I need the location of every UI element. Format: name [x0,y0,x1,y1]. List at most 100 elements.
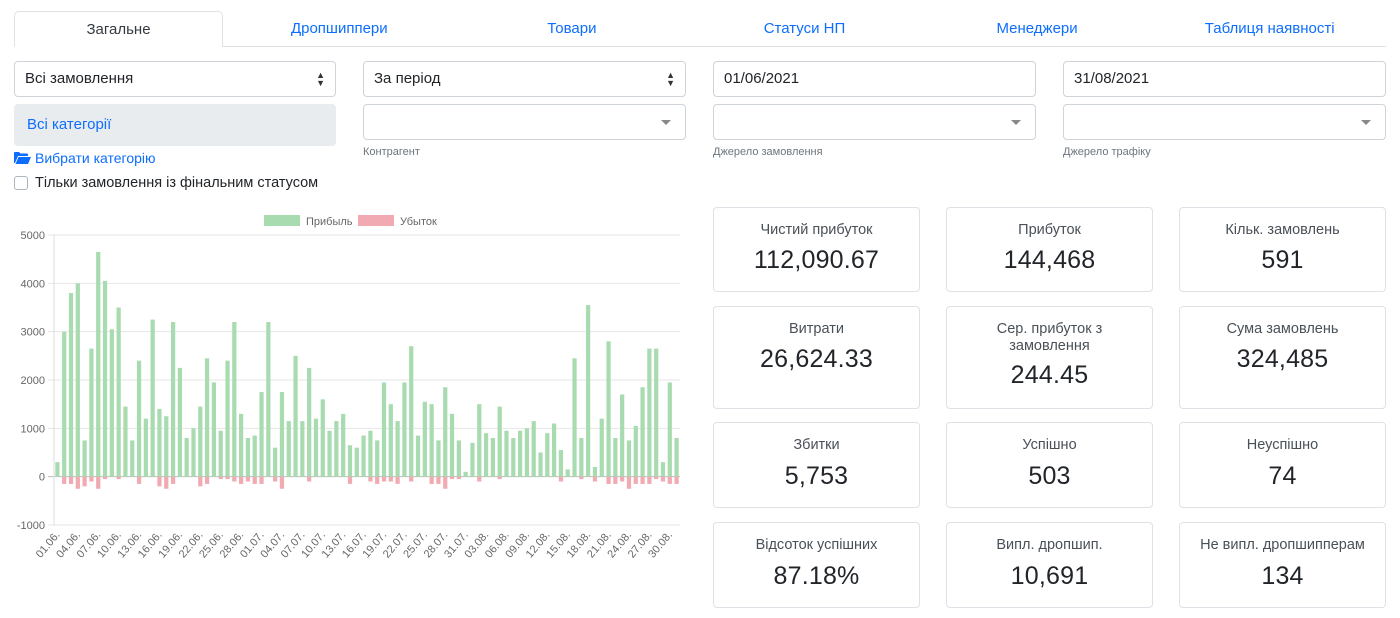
loss-bar [164,476,169,489]
profit-bar [211,382,217,477]
loss-bar [477,476,482,482]
stat-label: Неуспішно [1246,437,1319,453]
stat-label: Кільк. замовлень [1225,222,1340,238]
tab-general[interactable]: Загальне [14,11,223,47]
profit-bar [463,471,468,477]
legend-profit-swatch [264,215,300,226]
stat-label: Не випл. дропшипперам [1200,537,1365,553]
loss-bar [245,476,251,482]
profit-bar [415,435,421,477]
stat-value: 10,691 [1010,562,1089,590]
profit-bar [361,435,366,477]
stat-value: 134 [1261,562,1304,590]
loss-bar [674,476,679,484]
loss-bar [654,476,659,480]
profit-bar [572,358,577,477]
profit-bar [579,438,584,477]
date-to-input[interactable]: 31/08/2021 [1063,61,1386,97]
counterparty-select[interactable] [363,104,686,140]
profit-bar [674,438,679,477]
tab-managers[interactable]: Менеджери [996,20,1078,37]
stat-card-net-profit: Чистий прибуток 112,090.67 [713,207,920,292]
y-tick-label: 3000 [21,327,45,339]
profit-bar [647,348,652,477]
profit-loss-chart: 500040003000200010000-100001.06.04.06.07… [17,215,680,560]
profit-bar [667,382,672,477]
profit-bar [626,440,632,477]
loss-bar [68,476,74,484]
loss-bar [307,476,312,482]
category-selected[interactable]: Всі категорії [14,104,336,146]
profit-bar [524,428,530,477]
profit-bar [279,392,285,477]
period-select-value: За період [374,70,441,87]
tab-products[interactable]: Товари [547,20,597,37]
order-source-select[interactable] [713,104,1036,140]
y-tick-label: 1000 [21,423,45,435]
loss-bar [633,476,638,484]
profit-bar [347,445,353,477]
profit-bar [259,392,264,477]
stat-value: 5,753 [784,462,849,490]
stat-label: Сума замовлень [1226,321,1339,337]
profit-bar [538,452,543,477]
loss-bar [456,476,461,480]
period-select[interactable]: За період ▲ ▼ [363,61,686,97]
stat-card-unsuccessful: Неуспішно 74 [1179,422,1386,508]
profit-bar [109,329,114,477]
stat-label: Збитки [793,437,840,453]
traffic-source-caption: Джерело трафіку [1063,146,1151,158]
loss-bar [225,476,230,480]
tab-stock-table[interactable]: Таблиця наявності [1204,20,1335,37]
date-from-input[interactable]: 01/06/2021 [713,61,1036,97]
profit-bar [116,307,121,477]
profit-bar [586,305,591,477]
profit-bar [558,450,564,477]
legend-loss-swatch [358,215,394,226]
stat-value: 244.45 [1010,361,1089,389]
profit-bar [565,469,570,477]
final-status-filter[interactable]: Тільки замовлення із фінальним статусом [14,175,318,191]
stat-card-avg-profit: Сер. прибуток з замовлення 244.45 [946,306,1153,409]
profit-bar [443,387,448,477]
tab-dropshippers[interactable]: Дропшиппери [290,20,388,37]
profit-bar [177,367,182,477]
profit-bar [123,406,128,477]
profit-bar [252,435,257,477]
profit-bar [102,280,108,477]
final-status-checkbox[interactable] [14,176,28,190]
profit-bar [422,401,427,477]
profit-bar [429,404,434,477]
profit-bar [409,346,414,477]
traffic-source-select[interactable] [1063,104,1386,140]
profit-bar [497,406,502,477]
profit-bar [62,331,67,477]
profit-bar [395,421,400,477]
orders-select[interactable]: Всі замовлення ▲ ▼ [14,61,336,97]
profit-bar [592,467,598,477]
stat-value: 591 [1261,246,1304,274]
profit-bar [436,440,441,477]
stat-card-paid-dropship: Випл. дропшип. 10,691 [946,522,1153,608]
stat-card-losses: Збитки 5,753 [713,422,920,508]
stat-label: Чистий прибуток [760,222,873,238]
profit-bar [266,322,271,477]
profit-bar [490,438,495,477]
loss-bar [497,476,502,480]
y-tick-label: 2000 [21,375,45,387]
loss-bar [96,476,101,489]
choose-category-link[interactable]: Вибрати категорію [14,150,156,166]
stat-label: Відсоток успішних [755,537,878,553]
profit-bar [96,251,101,477]
loss-bar [82,476,87,487]
profit-bar [191,428,196,477]
profit-bar [218,430,223,477]
loss-bar [579,476,584,480]
loss-bar [218,476,223,480]
loss-bar [620,476,625,482]
main-tabs: Загальне Дропшиппери Товари Статуси НП М… [14,11,1386,47]
loss-bar [613,476,618,484]
loss-bar [136,476,142,484]
profit-bar [633,425,638,477]
tab-np-statuses[interactable]: Статуси НП [763,20,846,37]
